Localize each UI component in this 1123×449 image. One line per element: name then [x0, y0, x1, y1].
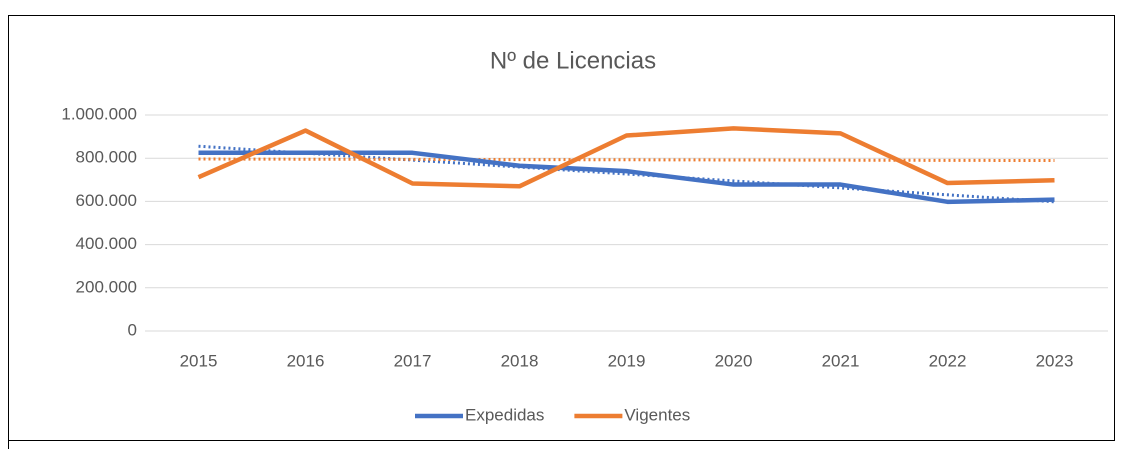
y-tick-label: 800.000 [76, 148, 137, 167]
x-tick-label: 2017 [394, 351, 432, 370]
x-tick-label: 2019 [608, 351, 646, 370]
x-tick-label: 2020 [715, 351, 753, 370]
series-line [197, 126, 1055, 189]
y-tick-label: 1.000.000 [61, 104, 137, 123]
y-tick-label: 200.000 [76, 277, 137, 296]
y-tick-label: 400.000 [76, 234, 137, 253]
y-tick-label: 0 [128, 320, 137, 339]
chart-frame [8, 15, 1115, 441]
chart-title: Nº de Licencias [490, 47, 656, 74]
series-line [198, 150, 1055, 205]
x-tick-label: 2022 [929, 351, 967, 370]
legend-label: Vigentes [624, 405, 690, 424]
x-tick-label: 2016 [287, 351, 325, 370]
y-tick-label: 600.000 [76, 191, 137, 210]
legend-label: Expedidas [465, 405, 544, 424]
x-tick-label: 2015 [180, 351, 218, 370]
x-tick-label: 2023 [1036, 351, 1074, 370]
x-tick-label: 2021 [822, 351, 860, 370]
x-tick-label: 2018 [501, 351, 539, 370]
